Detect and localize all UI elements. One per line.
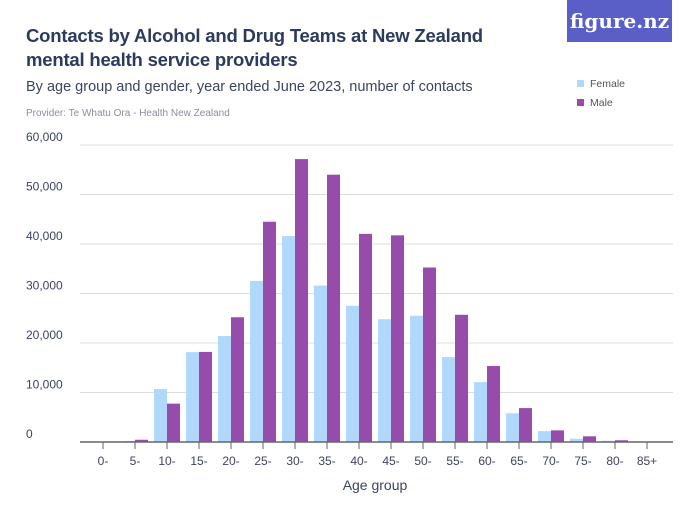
legend-item-female: Female: [577, 74, 625, 93]
x-tick-label: 30-: [286, 454, 303, 468]
y-tick-label: 60,000: [26, 130, 63, 144]
x-tick-label: 50-: [414, 454, 431, 468]
bar-female-35-: [314, 285, 327, 442]
legend: Female Male: [577, 74, 625, 112]
bar-male-35-: [327, 174, 340, 442]
bar-female-70-: [538, 431, 551, 442]
x-tick-label: 20-: [222, 454, 239, 468]
y-tick-label: 50,000: [26, 180, 63, 194]
x-tick-label: 5-: [130, 454, 141, 468]
source-note: Provider: Te Whatu Ora - Health New Zeal…: [26, 108, 230, 119]
x-tick-label: 55-: [446, 454, 463, 468]
bar-male-15-: [199, 351, 212, 442]
x-tick-label: 25-: [254, 454, 271, 468]
bar-male-45-: [391, 235, 404, 442]
y-tick-label: 40,000: [26, 229, 63, 243]
bar-male-80-: [615, 440, 628, 442]
legend-swatch-male: [577, 99, 584, 106]
x-axis-label: Age group: [343, 477, 408, 493]
x-tick-label: 45-: [382, 454, 399, 468]
bar-male-60-: [487, 366, 500, 442]
chart-subtitle: By age group and gender, year ended June…: [26, 79, 473, 95]
x-tick-label: 85+: [637, 454, 657, 468]
x-tick-label: 70-: [542, 454, 559, 468]
bar-female-40-: [346, 305, 359, 442]
bar-female-45-: [378, 319, 391, 442]
legend-label-male: Male: [590, 96, 613, 109]
bar-male-75-: [583, 436, 596, 442]
bar-female-60-: [474, 382, 487, 442]
x-tick-label: 75-: [574, 454, 591, 468]
y-tick-label: 30,000: [26, 279, 63, 293]
bar-female-10-: [154, 389, 167, 442]
x-tick-label: 65-: [510, 454, 527, 468]
bar-female-55-: [442, 357, 455, 442]
legend-label-female: Female: [590, 77, 626, 90]
bar-female-20-: [218, 336, 231, 442]
x-tick-label: 40-: [350, 454, 367, 468]
x-tick-label: 0-: [98, 454, 109, 468]
y-tick-label: 0: [26, 427, 33, 441]
bar-male-40-: [359, 233, 372, 442]
legend-swatch-female: [577, 80, 584, 87]
bar-female-65-: [506, 413, 519, 442]
bar-male-55-: [455, 314, 468, 442]
figure-nz-logo[interactable]: figure.nz: [567, 0, 672, 42]
chart-title: Contacts by Alcohol and Drug Teams at Ne…: [26, 25, 483, 70]
bar-male-25-: [263, 221, 276, 442]
x-tick-label: 10-: [158, 454, 175, 468]
x-tick-label: 15-: [190, 454, 207, 468]
y-tick-label: 10,000: [26, 378, 63, 392]
x-tick-label: 80-: [606, 454, 623, 468]
bar-male-50-: [423, 267, 436, 442]
bar-male-5-: [135, 439, 148, 442]
x-tick-label: 60-: [478, 454, 495, 468]
bar-male-65-: [519, 408, 532, 442]
bar-male-30-: [295, 159, 308, 443]
bar-female-75-: [570, 438, 583, 442]
x-tick-label: 35-: [318, 454, 335, 468]
bar-female-30-: [282, 236, 295, 442]
bar-female-15-: [186, 352, 199, 442]
bar-male-10-: [167, 403, 180, 442]
bar-male-70-: [551, 430, 564, 442]
y-tick-label: 20,000: [26, 328, 63, 342]
bar-female-50-: [410, 315, 423, 442]
bar-female-25-: [250, 280, 263, 442]
bar-male-20-: [231, 317, 244, 442]
legend-item-male: Male: [577, 93, 625, 112]
